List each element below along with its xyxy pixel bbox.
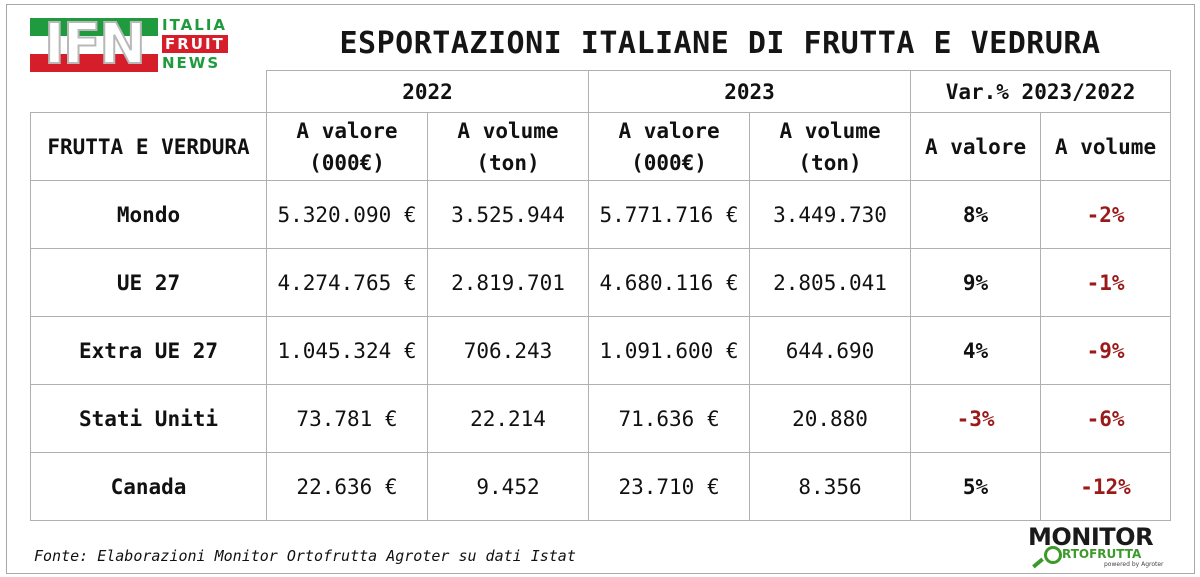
year-2023-header: 2023 (588, 70, 912, 113)
var-volume-cell: -1% (1040, 248, 1172, 317)
page-title: ESPORTAZIONI ITALIANE DI FRUTTA E VEDRUR… (339, 26, 1101, 61)
var-value-cell: 9% (910, 248, 1042, 317)
column-header-row: FRUTTA E VERDURA A valore (000€) A volume… (30, 112, 1172, 181)
volume-2023-cell: 644.690 (749, 316, 912, 385)
value-2023-cell: 23.710 € (588, 452, 751, 521)
value-2023-cell: 71.636 € (588, 384, 751, 453)
volume-2022-cell: 2.819.701 (426, 248, 590, 317)
table-row: Mondo 5.320.090 € 3.525.944 5.771.716 € … (30, 180, 1172, 249)
row-label: UE 27 (30, 248, 267, 317)
value-2023-cell: 4.680.116 € (588, 248, 751, 317)
value-2022-cell: 4.274.765 € (266, 248, 428, 317)
table-row: Extra UE 27 1.045.324 € 706.243 1.091.60… (30, 316, 1172, 385)
value-2022-cell: 22.636 € (266, 452, 428, 521)
volume-2023-cell: 20.880 (749, 384, 912, 453)
table-row: Canada 22.636 € 9.452 23.710 € 8.356 5% … (30, 452, 1172, 521)
ifn-logo-words: ITALIA FRUIT NEWS (162, 16, 244, 73)
volume-2023-cell: 2.805.041 (749, 248, 912, 317)
var-value-cell: 8% (910, 180, 1042, 249)
var-volume-cell: -9% (1040, 316, 1172, 385)
powered-by-text: powered by Agroter (1104, 561, 1164, 568)
monitor-ortofrutta-logo: MONITOR RTOFRUTTA powered by Agroter (1028, 524, 1178, 570)
volume-2023-cell: 3.449.730 (749, 180, 912, 249)
var-volume-cell: -12% (1040, 452, 1172, 521)
var-value-cell: 5% (910, 452, 1042, 521)
blank-corner (30, 70, 267, 113)
volume-2023-cell: 8.356 (749, 452, 912, 521)
year-2022-header: 2022 (265, 70, 590, 113)
value-2023-cell: 1.091.600 € (588, 316, 751, 385)
logo-word-news: NEWS (162, 54, 221, 72)
ifn-logo-letters: IFN (43, 12, 147, 77)
year-header-row: 2022 2023 Var.% 2023/2022 (30, 70, 1172, 113)
var-volume-cell: -2% (1040, 180, 1172, 249)
volume-2022-cell: 3.525.944 (426, 180, 590, 249)
row-label: Mondo (30, 180, 267, 249)
row-label: Canada (30, 452, 267, 521)
logo-word-italia: ITALIA (162, 16, 228, 34)
variation-header: Var.% 2023/2022 (910, 70, 1172, 113)
table-row: Stati Uniti 73.781 € 22.214 71.636 € 20.… (30, 384, 1172, 453)
export-table: 2022 2023 Var.% 2023/2022 FRUTTA E VERDU… (30, 70, 1172, 521)
col-header-volume-2022: A volume (ton) (426, 112, 590, 181)
var-volume-cell: -6% (1040, 384, 1172, 453)
source-note: Fonte: Elaborazioni Monitor Ortofrutta A… (34, 547, 576, 565)
table-row: UE 27 4.274.765 € 2.819.701 4.680.116 € … (30, 248, 1172, 317)
value-2022-cell: 5.320.090 € (266, 180, 428, 249)
volume-2022-cell: 9.452 (426, 452, 590, 521)
volume-2022-cell: 706.243 (426, 316, 590, 385)
monitor-logo-word: MONITOR (1028, 523, 1154, 551)
col-header-value-2023: A valore (000€) (588, 112, 751, 181)
magnifier-icon (1044, 546, 1062, 564)
ifn-logo: IFN ITALIA FRUIT NEWS (30, 13, 245, 77)
value-2023-cell: 5.771.716 € (588, 180, 751, 249)
row-label: Stati Uniti (30, 384, 267, 453)
magnifier-handle (1032, 557, 1044, 569)
value-2022-cell: 1.045.324 € (266, 316, 428, 385)
volume-2022-cell: 22.214 (426, 384, 590, 453)
infographic-frame (6, 4, 1195, 574)
category-header: FRUTTA E VERDURA (30, 112, 267, 181)
ortofrutta-logo-word: RTOFRUTTA (1062, 547, 1142, 561)
col-header-var-volume: A volume (1040, 112, 1172, 181)
row-label: Extra UE 27 (30, 316, 267, 385)
col-header-volume-2023: A volume (ton) (749, 112, 912, 181)
value-2022-cell: 73.781 € (266, 384, 428, 453)
col-header-value-2022: A valore (000€) (266, 112, 428, 181)
col-header-var-value: A valore (910, 112, 1042, 181)
ifn-logo-mark: IFN (30, 13, 158, 77)
logo-word-fruit: FRUIT (162, 35, 228, 53)
var-value-cell: 4% (910, 316, 1042, 385)
var-value-cell: -3% (910, 384, 1042, 453)
